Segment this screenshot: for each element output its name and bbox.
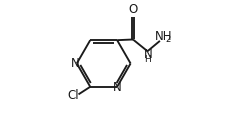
Text: NH: NH — [155, 30, 172, 43]
Text: H: H — [144, 55, 151, 64]
Text: Cl: Cl — [67, 89, 79, 102]
Text: O: O — [128, 3, 138, 16]
Text: N: N — [143, 48, 152, 61]
Text: N: N — [113, 81, 122, 94]
Text: 2: 2 — [165, 35, 170, 44]
Text: N: N — [71, 57, 79, 70]
